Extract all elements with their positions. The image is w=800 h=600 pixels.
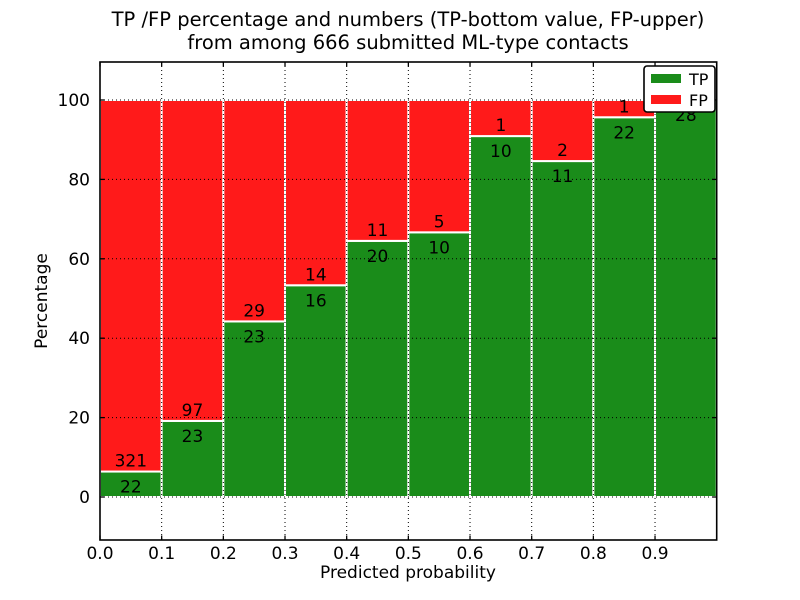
bar-tp-segment <box>407 231 472 498</box>
bar-fp-segment <box>407 99 472 234</box>
x-tick-label: 0.9 <box>642 544 669 564</box>
fp-count-label: 1 <box>619 97 630 117</box>
y-tick-label: 60 <box>68 250 90 270</box>
fp-count-label: 321 <box>115 452 147 472</box>
tp-count-label: 10 <box>428 238 450 258</box>
x-tick-label: 0.2 <box>210 544 237 564</box>
chart-title-line2: from among 666 submitted ML-type contact… <box>187 31 628 54</box>
bar-tp-segment <box>222 320 287 498</box>
bar-tp-segment <box>160 419 225 498</box>
x-axis-label: Predicted probability <box>320 563 496 583</box>
x-tick-label: 0.3 <box>271 544 298 564</box>
legend: TP FP <box>643 65 716 113</box>
x-tick-label: 0.6 <box>456 544 483 564</box>
tp-count-label: 23 <box>182 427 204 447</box>
bar-tp-segment <box>654 99 718 498</box>
chart-title-line1: TP /FP percentage and numbers (TP-bottom… <box>111 8 705 31</box>
legend-label-tp: TP <box>688 70 709 89</box>
fp-count-label: 97 <box>182 401 204 421</box>
bar-tp-segment <box>284 284 348 498</box>
tp-count-label: 16 <box>305 291 327 311</box>
bar-fp-segment <box>530 99 595 163</box>
y-tick-label: 0 <box>79 488 90 508</box>
tp-count-label: 23 <box>243 327 265 347</box>
fp-count-label: 11 <box>367 221 389 241</box>
plot-area: 3212297232923141611205101102111220280.00… <box>58 61 718 564</box>
chart-text: TP /FP percentage and numbers (TP-bottom… <box>32 8 704 583</box>
x-tick-label: 0.1 <box>148 544 175 564</box>
tp-count-label: 22 <box>613 123 635 143</box>
y-tick-label: 40 <box>68 329 90 349</box>
bar-fp-segment <box>222 99 287 323</box>
bar-tp-segment <box>469 135 533 498</box>
x-tick-label: 0.4 <box>333 544 360 564</box>
tp-count-label: 22 <box>120 478 142 498</box>
fp-count-label: 5 <box>434 212 445 232</box>
bar-tp-segment <box>530 160 595 498</box>
y-tick-label: 100 <box>58 91 90 111</box>
x-tick-label: 0.5 <box>395 544 422 564</box>
x-tick-label: 0.8 <box>580 544 607 564</box>
tp-count-label: 20 <box>367 247 389 267</box>
bar-fp-segment <box>284 99 348 287</box>
legend-swatch-tp <box>651 74 681 83</box>
fp-count-label: 2 <box>557 141 568 161</box>
bar-fp-segment <box>345 99 410 242</box>
bar-tp-segment <box>345 239 410 498</box>
y-tick-label: 80 <box>68 170 90 190</box>
y-axis-label: Percentage <box>32 253 52 349</box>
bar-fp-segment <box>160 99 225 422</box>
bar-fp-segment <box>99 99 163 473</box>
x-tick-label: 0.0 <box>86 544 113 564</box>
fp-count-label: 14 <box>305 265 327 285</box>
legend-label-fp: FP <box>689 91 708 110</box>
fp-count-label: 1 <box>495 116 506 136</box>
tp-count-label: 11 <box>552 167 574 187</box>
tp-count-label: 10 <box>490 142 512 162</box>
legend-swatch-fp <box>651 95 681 104</box>
y-tick-label: 20 <box>68 409 90 429</box>
bar-tp-segment <box>592 116 657 499</box>
x-tick-label: 0.7 <box>518 544 545 564</box>
fp-count-label: 29 <box>243 301 265 321</box>
